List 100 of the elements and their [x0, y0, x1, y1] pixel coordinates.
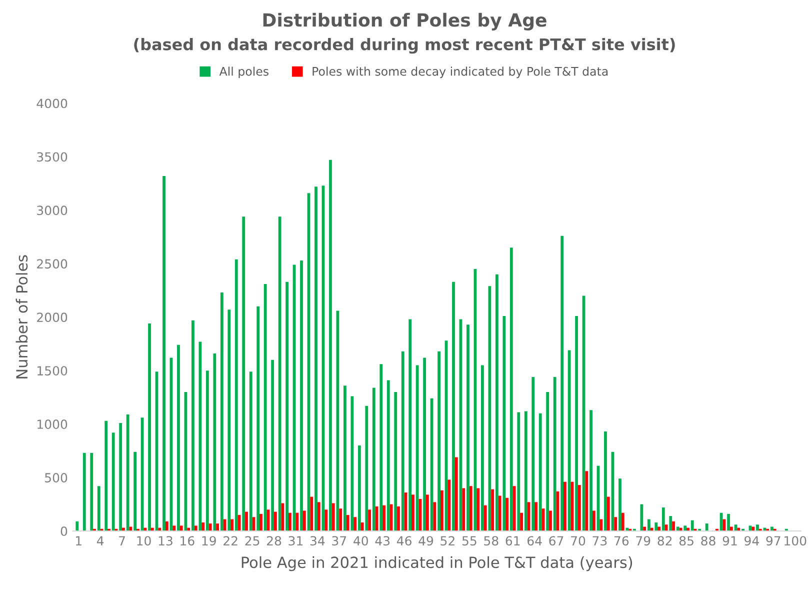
y-tick-label: 500 — [45, 473, 68, 482]
bar — [296, 512, 299, 531]
y-tick-label: 3500 — [37, 152, 68, 162]
bar — [466, 324, 470, 531]
bar — [722, 519, 726, 531]
bar — [165, 521, 168, 531]
bar — [690, 520, 694, 531]
bar — [549, 510, 552, 531]
bar — [208, 524, 212, 531]
bar — [90, 452, 94, 531]
bar — [640, 504, 644, 531]
bar — [564, 482, 566, 531]
bar — [654, 522, 658, 531]
x-tick-label: 1 — [76, 536, 82, 546]
x-tick-label: 10 — [137, 536, 151, 546]
bar — [260, 514, 262, 531]
bar — [82, 452, 86, 531]
x-tick-label: 97 — [766, 536, 780, 546]
y-tick-label: 0 — [60, 526, 68, 536]
bar — [314, 186, 318, 531]
y-tick-label: 4000 — [36, 98, 68, 108]
bar — [438, 351, 440, 531]
bar — [372, 388, 376, 531]
x-tick-label: 79 — [636, 536, 650, 546]
bar — [454, 457, 458, 531]
bar — [440, 490, 444, 531]
bar — [360, 522, 364, 531]
bar — [317, 502, 320, 531]
bar — [426, 494, 429, 531]
x-tick-label: 4 — [96, 536, 104, 546]
bar — [382, 505, 386, 531]
x-tick-label: 82 — [658, 536, 672, 546]
bar — [271, 360, 274, 531]
bar — [491, 489, 494, 531]
bar — [452, 282, 455, 531]
bar — [112, 432, 115, 531]
x-tick-label: 19 — [202, 536, 216, 546]
bar — [104, 420, 108, 531]
x-tick-label: 88 — [701, 536, 716, 546]
bar — [76, 521, 79, 531]
bar — [256, 306, 260, 531]
x-tick-label: 22 — [224, 536, 238, 546]
x-tick-label: 55 — [462, 536, 476, 546]
bar — [568, 350, 571, 531]
bar — [365, 406, 368, 531]
y-tick-label: 2500 — [37, 259, 68, 269]
x-tick-label: 58 — [484, 536, 498, 546]
x-tick-label: 13 — [158, 536, 172, 546]
bar — [705, 524, 708, 531]
bar — [676, 526, 680, 531]
bar — [534, 502, 538, 531]
bar — [242, 216, 246, 531]
bar — [546, 392, 550, 531]
bar — [481, 365, 484, 531]
x-tick-label: 40 — [354, 536, 368, 546]
bar — [618, 478, 622, 531]
bar — [585, 471, 588, 531]
y-tick-label: 2000 — [37, 312, 68, 322]
bar — [476, 488, 480, 531]
bar — [484, 505, 487, 531]
bar — [386, 380, 390, 531]
bar — [192, 320, 194, 531]
chart-subtitle: (based on data recorded during most recent PT&T site visit) — [134, 38, 675, 54]
bar — [560, 236, 564, 531]
bar — [274, 512, 277, 531]
bar — [162, 176, 166, 531]
x-tick-label: 37 — [332, 536, 346, 546]
bar — [332, 503, 335, 531]
bar — [604, 432, 607, 531]
bar — [220, 292, 224, 531]
bar — [302, 510, 306, 531]
bar — [288, 512, 292, 531]
y-tick-label: 1000 — [38, 420, 68, 429]
bar — [286, 282, 288, 531]
bar — [329, 160, 332, 531]
bar — [600, 519, 603, 531]
bar — [727, 514, 730, 531]
x-tick-label: 85 — [679, 536, 694, 546]
bar — [228, 310, 231, 531]
bar — [134, 452, 136, 531]
bar — [488, 286, 492, 531]
x-tick-label: 100 — [784, 536, 806, 546]
bar — [177, 344, 180, 531]
bar — [368, 510, 371, 531]
bar — [520, 512, 523, 531]
x-tick-label: 76 — [614, 536, 629, 546]
bar — [119, 422, 122, 531]
bar — [423, 358, 426, 531]
bar — [202, 522, 205, 531]
bar — [433, 502, 436, 531]
bar — [614, 517, 618, 531]
bar — [172, 526, 176, 531]
bar — [752, 526, 755, 531]
bar — [643, 526, 646, 531]
bar — [324, 510, 328, 531]
bar — [245, 512, 248, 531]
bar — [354, 517, 357, 531]
bar — [462, 488, 466, 531]
bar — [647, 519, 650, 531]
x-tick-label: 52 — [440, 536, 454, 546]
